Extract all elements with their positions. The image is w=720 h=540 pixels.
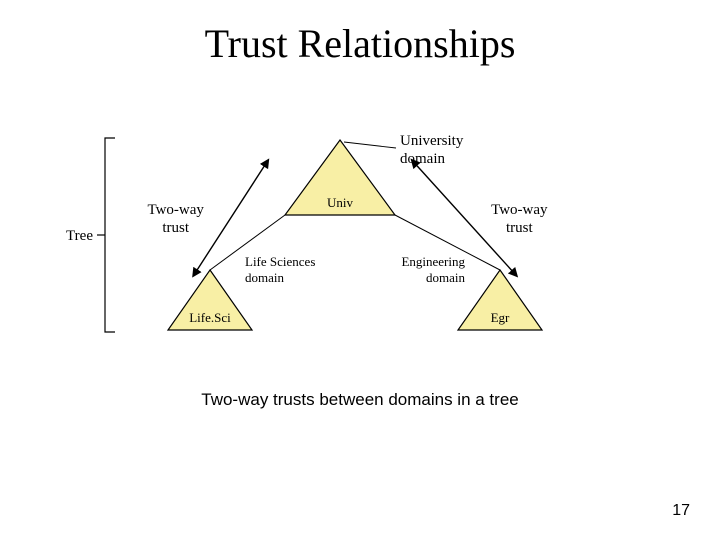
page-number: 17 bbox=[672, 502, 690, 520]
tree-bracket bbox=[105, 138, 115, 332]
diagram-caption: Two-way trusts between domains in a tree bbox=[0, 390, 720, 410]
page-title: Trust Relationships bbox=[0, 20, 720, 67]
domain-desc-egr-1: Engineering bbox=[401, 254, 465, 269]
domain-desc-egr-2: domain bbox=[426, 270, 465, 285]
trust-label-left-1: Two-way bbox=[147, 202, 204, 218]
domain-desc-lifesci-1: Life Sciences bbox=[245, 254, 315, 269]
domain-name-egr: Egr bbox=[491, 310, 510, 325]
domain-name-univ: Univ bbox=[327, 195, 354, 210]
domain-name-lifesci: Life.Sci bbox=[189, 310, 231, 325]
trust-diagram: Tree Two-way trust Two-way trust Univ Universi… bbox=[60, 130, 620, 360]
domain-desc-univ-1: University bbox=[400, 133, 464, 149]
trust-label-left-2: trust bbox=[162, 220, 190, 236]
domain-desc-univ-2: domain bbox=[400, 151, 445, 167]
trust-label-right-2: trust bbox=[506, 220, 534, 236]
trust-label-right-1: Two-way bbox=[491, 202, 548, 218]
domain-desc-lifesci-2: domain bbox=[245, 270, 284, 285]
tree-label: Tree bbox=[66, 228, 93, 244]
